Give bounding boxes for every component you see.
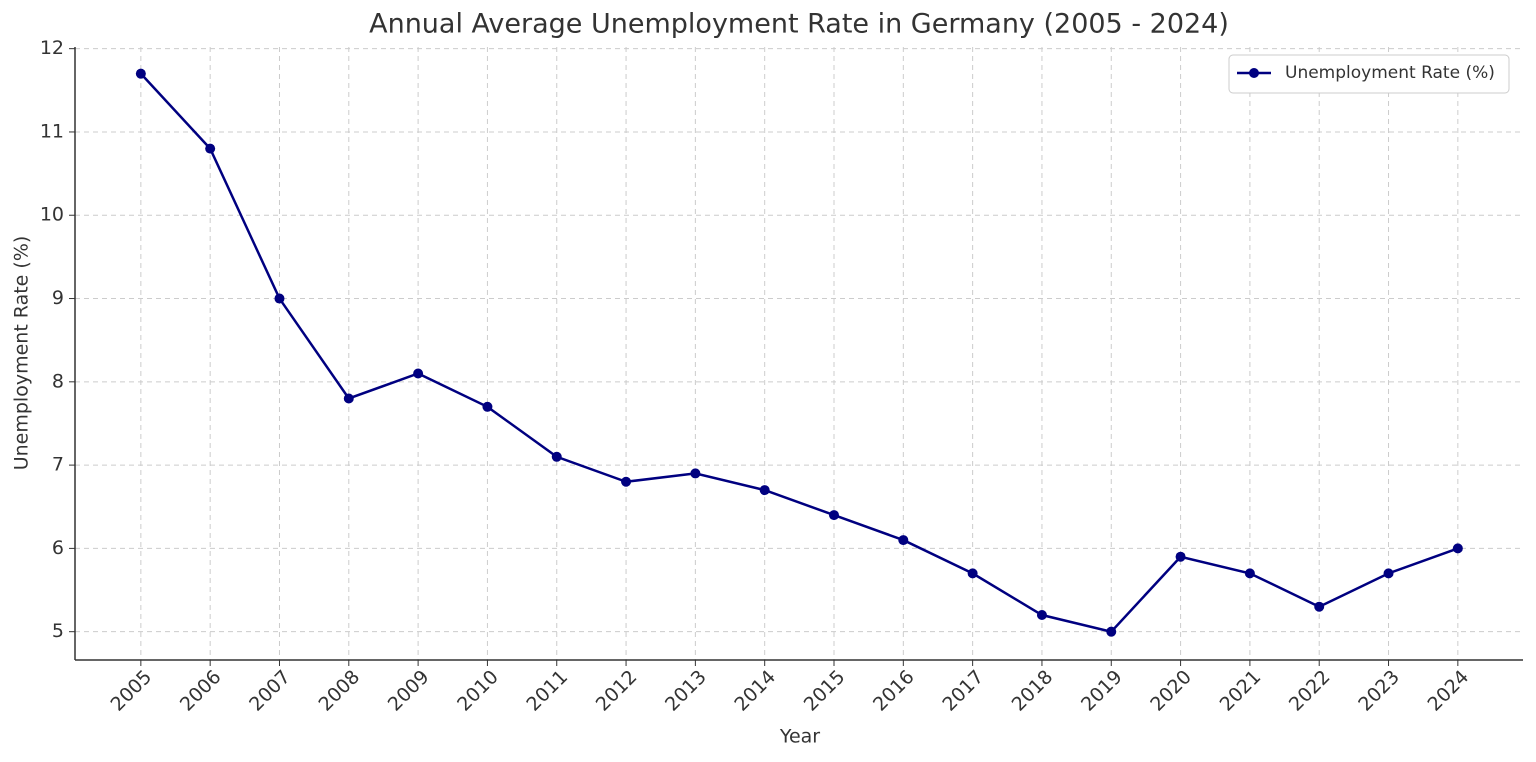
data-point <box>1106 626 1117 637</box>
data-point <box>343 393 354 404</box>
data-point <box>205 143 216 154</box>
data-point <box>1452 543 1463 554</box>
x-tick-label: 2014 <box>730 666 780 716</box>
x-tick-label: 2016 <box>869 666 919 716</box>
y-tick-label: 9 <box>52 287 64 309</box>
x-tick-label: 2009 <box>384 666 434 716</box>
x-tick-label: 2005 <box>107 666 157 716</box>
data-point <box>898 535 909 546</box>
x-tick-label: 2024 <box>1424 666 1474 716</box>
data-point <box>551 451 562 462</box>
data-point <box>1244 568 1255 579</box>
data-point <box>690 468 701 479</box>
data-point <box>1314 601 1325 612</box>
x-tick-label: 2007 <box>245 666 295 716</box>
y-tick-label: 5 <box>52 620 64 642</box>
x-tick-label: 2019 <box>1077 666 1127 716</box>
x-tick-label: 2008 <box>314 666 364 716</box>
x-tick-label: 2017 <box>938 666 988 716</box>
y-tick-label: 6 <box>52 537 64 559</box>
x-tick-label: 2018 <box>1008 666 1058 716</box>
data-point <box>1383 568 1394 579</box>
data-point <box>274 293 285 304</box>
legend-marker <box>1249 68 1259 78</box>
x-tick-label: 2006 <box>176 666 226 716</box>
y-tick-label: 10 <box>40 204 64 226</box>
x-tick-label: 2011 <box>522 666 572 716</box>
data-point <box>759 485 770 496</box>
x-tick-label: 2020 <box>1146 666 1196 716</box>
y-tick-label: 12 <box>40 37 64 59</box>
x-tick-label: 2010 <box>453 666 503 716</box>
chart-title: Annual Average Unemployment Rate in Germ… <box>369 9 1229 40</box>
x-tick-label: 2021 <box>1216 666 1266 716</box>
y-axis-label: Unemployment Rate (%) <box>11 236 33 471</box>
data-point <box>1175 551 1186 562</box>
x-tick-label: 2023 <box>1354 666 1404 716</box>
x-tick-label: 2013 <box>661 666 711 716</box>
data-point <box>621 476 632 487</box>
legend-box <box>1228 54 1510 94</box>
data-point <box>482 401 493 412</box>
x-tick-label: 2022 <box>1285 666 1335 716</box>
data-point <box>829 510 840 521</box>
data-point <box>413 368 424 379</box>
data-point <box>135 68 146 79</box>
x-tick-label: 2015 <box>800 666 850 716</box>
data-line <box>139 72 1459 634</box>
x-axis-label: Year <box>779 726 820 748</box>
data-point <box>967 568 978 579</box>
y-tick-label: 7 <box>52 454 64 476</box>
data-point <box>1036 610 1047 621</box>
y-tick-label: 11 <box>40 120 64 142</box>
y-tick-label: 8 <box>52 370 64 392</box>
x-tick-label: 2012 <box>592 666 642 716</box>
legend-label: Unemployment Rate (%) <box>1285 63 1495 83</box>
